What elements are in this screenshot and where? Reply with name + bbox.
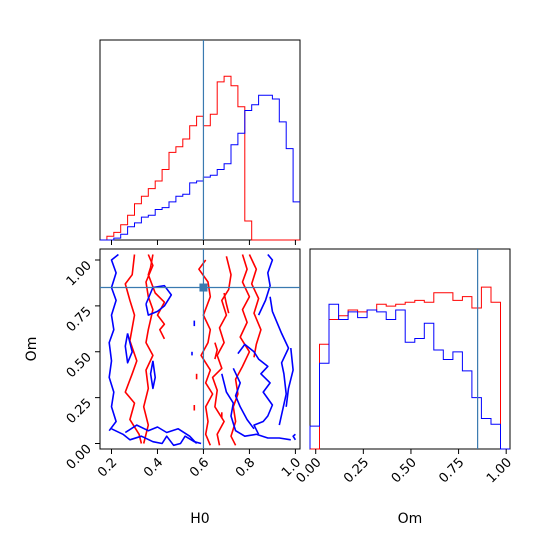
contour-series-1-line-0 (108, 253, 119, 432)
contour-x-tick-label: 0.6 (187, 455, 212, 480)
contour-series-0-line-1 (142, 254, 154, 444)
hist-om-frame (309, 248, 511, 450)
contour-y-tick-label: 0.50 (64, 350, 95, 381)
hist-om-panel (309, 249, 510, 450)
hist-H0-series-1-step (100, 94, 300, 241)
contour-panel (100, 249, 300, 449)
contour-series-1-line-2 (124, 424, 198, 445)
hist-om-x-tick-label: 1.00 (484, 455, 515, 486)
contour-x-tick-label: 0.4 (141, 455, 166, 480)
contour-series-0-line-6 (248, 254, 262, 358)
contour-y-tick-label: 0.25 (64, 396, 95, 427)
hist-h0-frame (99, 39, 301, 241)
contour-series-0-line-3 (198, 259, 214, 446)
contour-series-0-line-0 (124, 254, 143, 444)
hist-Om-series-1-step (309, 303, 510, 450)
contour-series-1-line-6 (221, 373, 291, 441)
contour-series-0-line-2 (147, 254, 166, 340)
contour-series-1-line-3 (124, 333, 133, 364)
contour-series-1-line-7 (232, 367, 255, 430)
y-axis-label-om: Om (24, 337, 40, 362)
contour-series-0-line-7 (223, 292, 230, 314)
truth-point-marker (199, 283, 208, 292)
hist-h0-panel (100, 40, 300, 241)
contour-series-1-line-4 (149, 360, 156, 390)
contour-series-1-line-10 (269, 296, 290, 426)
contour-series-1-line-12 (292, 433, 297, 441)
contour-series-1-line-1 (111, 428, 202, 447)
hist-om-x-tick-label: 0.25 (341, 455, 372, 486)
contour-series-0-line-5 (230, 254, 251, 446)
contour-series-1-line-9 (257, 253, 274, 316)
contour-y-tick-label: 0.75 (64, 304, 95, 335)
hist-om-x-tick-label: 0.75 (436, 455, 467, 486)
hist-H0-series-0-step (100, 75, 300, 241)
contour-x-tick-label: 0.2 (95, 455, 120, 480)
hist-Om-series-0-step (310, 286, 510, 450)
contour-y-tick-label: 1.00 (64, 258, 95, 289)
contour-x-tick-label: 0.8 (233, 455, 258, 480)
hist-om-x-tick-label: 0.50 (389, 455, 420, 486)
contour-series-1-line-11 (285, 348, 294, 407)
x-axis-label-h0: H0 (190, 511, 209, 527)
contour-series-1-line-8 (237, 343, 274, 435)
contour-y-tick-label: 0.00 (64, 442, 95, 473)
contour-frame (99, 248, 301, 450)
contour-series-0-line-8 (214, 342, 218, 360)
x-axis-label-om: Om (398, 511, 423, 527)
